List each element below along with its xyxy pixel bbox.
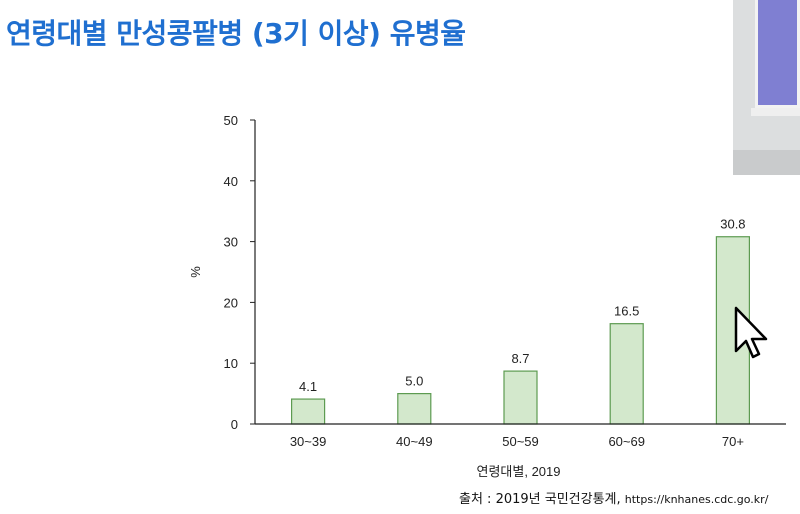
mouse-pointer-icon <box>734 306 768 359</box>
bar <box>503 370 538 425</box>
bar <box>397 393 432 425</box>
source-prefix: 출처 : 2019년 국민건강통계, <box>459 492 625 507</box>
slide-title: 연령대별 만성콩팥병 (3기 이상) 유병율 <box>6 17 466 50</box>
x-tick-label: 70+ <box>722 434 744 449</box>
y-tick-label: 40 <box>224 174 238 189</box>
x-tick-label: 30~39 <box>290 434 327 449</box>
bar <box>291 398 326 425</box>
y-tick-label: 30 <box>224 235 238 250</box>
x-axis-label: 연령대별, 2019 <box>477 464 561 479</box>
x-axis-ticks: 30~39 40~49 50~59 60~69 70+ <box>290 434 744 449</box>
data-label: 4.1 <box>299 379 317 394</box>
x-tick-label: 60~69 <box>608 434 645 449</box>
y-tick-label: 10 <box>224 356 238 371</box>
y-axis-ticks: 0 10 20 30 40 50 <box>224 113 255 432</box>
y-tick-label: 0 <box>231 417 238 432</box>
y-tick-label: 50 <box>224 113 238 128</box>
data-label: 30.8 <box>720 217 745 232</box>
data-labels: 4.1 5.0 8.7 16.5 30.8 <box>299 217 745 394</box>
presenter-video-inset <box>733 0 800 175</box>
x-tick-label: 50~59 <box>502 434 539 449</box>
bar <box>609 323 644 425</box>
bars <box>291 236 751 425</box>
x-tick-label: 40~49 <box>396 434 433 449</box>
video-background <box>733 150 800 175</box>
data-label: 8.7 <box>511 351 529 366</box>
source-citation: 출처 : 2019년 국민건강통계, https://knhanes.cdc.g… <box>459 488 768 507</box>
data-label: 5.0 <box>405 374 423 389</box>
video-monitor-screen <box>755 0 800 108</box>
source-url: https://knhanes.cdc.go.kr/ <box>624 493 769 506</box>
video-monitor-bezel <box>751 108 800 116</box>
data-label: 16.5 <box>614 304 639 319</box>
y-axis-label: % <box>188 266 203 278</box>
y-tick-label: 20 <box>224 295 238 310</box>
